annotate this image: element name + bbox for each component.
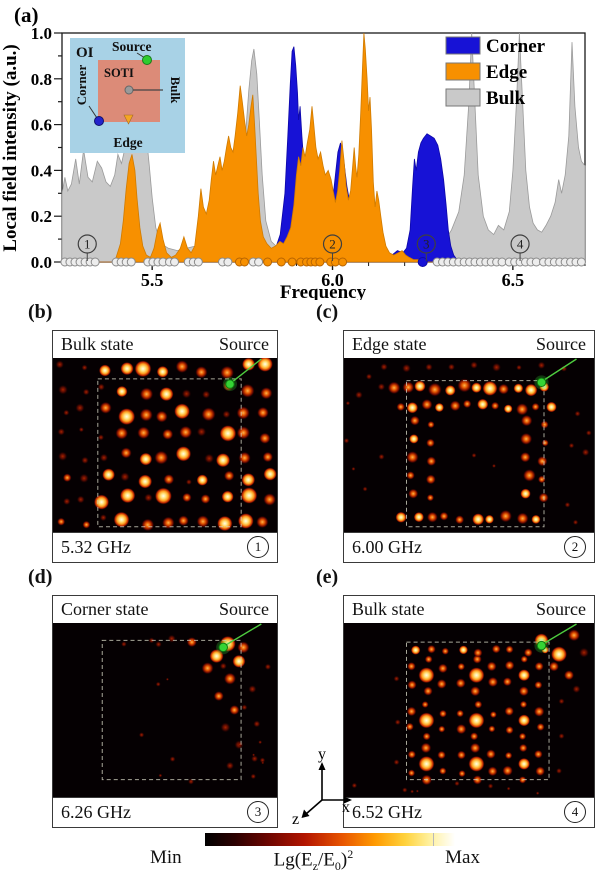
panel-d-frequency: 6.26 GHz [61,801,131,822]
panel-c-top-banner: Edge state Source [344,331,594,358]
panel-e-field-map [344,623,594,797]
panel-b-top-banner: Bulk state Source [53,331,277,358]
legend-swatch-corner [445,36,481,55]
y-arrowhead [318,762,326,770]
x-axis-label: Frequency [280,282,367,300]
panel-e-label: (e) [316,566,339,588]
panel-c-label: (c) [316,301,339,323]
panel-c-heatmap [344,358,594,532]
inset-corner-label: Corner [74,65,89,106]
svg-text:1: 1 [84,237,91,252]
inset-schematic: OI SOTI Source Corner Bulk Edge [70,38,185,153]
x-axis-icon-label: x [342,799,350,816]
svg-text:0.8: 0.8 [31,70,52,89]
svg-text:6.0: 6.0 [321,270,344,290]
y-axis-label: Local field intensity (a.u.) [0,44,21,251]
panel-e-bottom-banner: 6.52 GHz 4 [344,797,594,826]
svg-text:0.6: 0.6 [31,116,52,135]
inset-bulk-label: Bulk [168,77,183,105]
x-arrowhead [344,796,352,804]
svg-text:0.0: 0.0 [31,253,52,272]
panel-d-top-banner: Corner state Source [53,596,277,623]
panel-b-label: (b) [28,301,53,323]
inset-edge-label: Edge [113,135,142,150]
z-axis-arrow [305,799,323,815]
svg-text:3: 3 [423,237,430,252]
inset-bulk-dot [124,85,134,95]
colorbar [205,833,455,846]
panel-e-source-label: Source [536,599,586,619]
panel-d-label: (d) [28,566,53,588]
colorbar-max-label: Max [445,847,480,868]
legend-label-corner: Corner [486,36,546,57]
legend-swatch-edge [445,62,481,81]
colorbar-formula: Lg(Ez/E0)2 [273,847,354,874]
panel-e-heatmap [344,623,594,797]
legend: Corner Edge Bulk [445,36,546,109]
svg-text:4: 4 [517,237,524,252]
coordinate-axes-icon: y x z [292,748,352,826]
panel-c-number-badge: 2 [564,536,586,558]
panel-c-state-label: Edge state [352,334,427,354]
panel-b-bottom-banner: 5.32 GHz 1 [53,532,277,561]
svg-text:6.5: 6.5 [502,270,525,290]
panel-d-number-badge: 3 [247,801,269,823]
colorbar-labels: Min Lg(Ez/E0)2 Max [150,847,480,874]
svg-text:0.2: 0.2 [31,207,52,226]
panel-e-top-banner: Bulk state Source [344,596,594,623]
panel-b-number-badge: 1 [247,536,269,558]
legend-label-bulk: Bulk [486,88,526,109]
panel-b: Bulk state Source 5.32 GHz 1 [52,330,278,563]
svg-text:1.0: 1.0 [31,24,52,43]
panel-d: Corner state Source 6.26 GHz 3 [52,595,278,828]
panel-e-state-label: Bulk state [352,599,425,619]
panel-d-source-label: Source [219,599,269,619]
panel-b-frequency: 5.32 GHz [61,536,131,557]
spectrum-plot-area: 0.0 0.2 0.4 0.6 0.8 1.0 5.5 6.0 6.5 1 2 3 4 [31,24,586,290]
legend-swatch-bulk [445,88,481,107]
colorbar-min-label: Min [150,847,182,868]
panel-c-frequency: 6.00 GHz [352,536,422,557]
panel-c: Edge state Source 6.00 GHz 2 [343,330,595,563]
panel-b-state-label: Bulk state [61,334,134,354]
panel-d-field-map [53,623,277,797]
inset-soti-label: SOTI [104,66,134,80]
svg-text:2: 2 [329,237,336,252]
panel-d-heatmap [53,623,277,797]
panel-d-state-label: Corner state [61,599,149,619]
svg-text:0.4: 0.4 [31,161,53,180]
svg-text:5.5: 5.5 [141,270,164,290]
panel-e: Bulk state Source 6.52 GHz 4 [343,595,595,828]
spectrum-chart: (a) 0.0 0.2 0.4 0.6 0.8 1.0 5.5 6.0 6.5 1 2 3 4 Loca… [0,3,586,303]
z-axis-icon-label: z [292,811,299,826]
panel-b-field-map [53,358,277,532]
panel-b-source-label: Source [219,334,269,354]
y-axis-icon-label: y [318,748,326,763]
inset-source-dot [142,55,152,65]
panel-e-number-badge: 4 [564,801,586,823]
legend-label-edge: Edge [486,62,527,83]
panel-e-frequency: 6.52 GHz [352,801,422,822]
panel-c-source-label: Source [536,334,586,354]
panel-d-bottom-banner: 6.26 GHz 3 [53,797,277,826]
colorbar-tick [432,833,434,846]
panel-a-label: (a) [14,3,39,27]
inset-source-label: Source [112,39,152,54]
inset-edge-marker [123,114,134,125]
panel-c-bottom-banner: 6.00 GHz 2 [344,532,594,561]
panel-c-field-map [344,358,594,532]
z-arrowhead [301,809,310,818]
inset-corner-dot [94,116,104,126]
panel-b-heatmap [53,358,277,532]
inset-corner-pointer [88,105,98,119]
inset-oi-label: OI [76,45,94,61]
